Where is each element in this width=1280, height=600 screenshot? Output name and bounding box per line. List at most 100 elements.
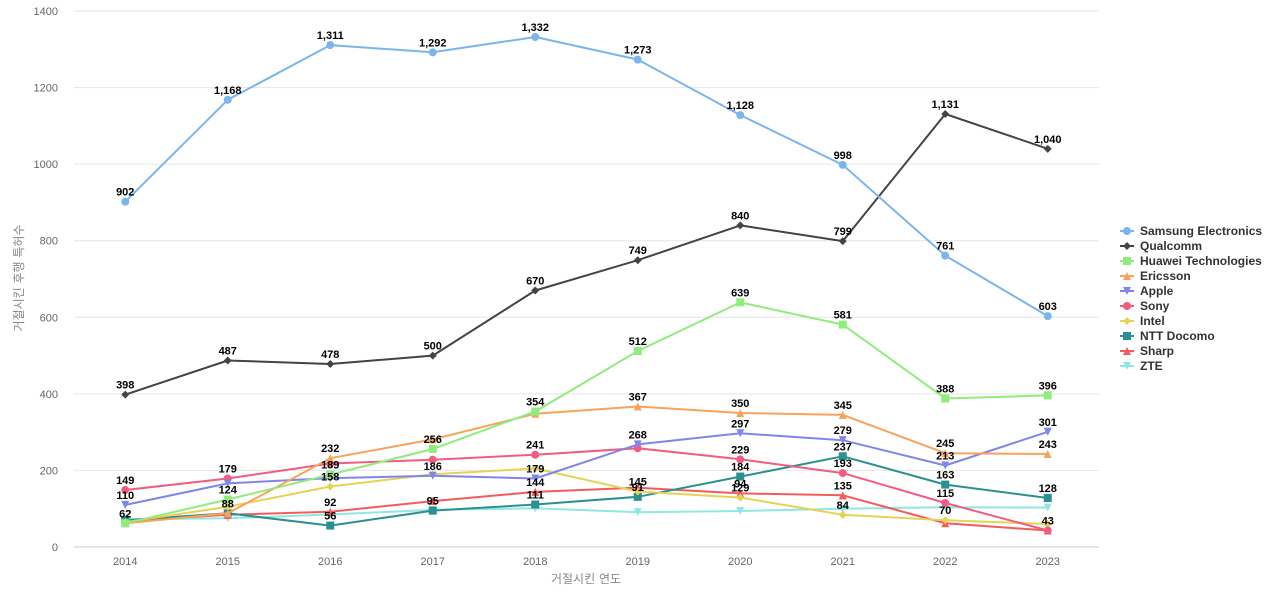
- data-point: [1043, 312, 1052, 321]
- legend-item-samsung-electronics[interactable]: Samsung Electronics: [1120, 224, 1262, 238]
- y-tick-label: 200: [40, 465, 58, 477]
- y-axis: 0 200 400 600 800 1000 1200 1400: [34, 6, 58, 554]
- y-tick-label: 400: [40, 389, 58, 401]
- data-point: [428, 444, 437, 453]
- data-label: 350: [731, 398, 749, 410]
- data-point: [838, 410, 847, 419]
- legend-item-sony[interactable]: Sony: [1120, 299, 1170, 313]
- data-label: 92: [324, 497, 336, 509]
- legend-item-ericsson[interactable]: Ericsson: [1120, 269, 1191, 283]
- legend-marker: [1123, 257, 1131, 265]
- legend-marker: [1123, 272, 1131, 280]
- data-label: 268: [629, 429, 647, 441]
- series-line: [125, 447, 1049, 532]
- legend-marker: [1123, 347, 1131, 355]
- data-point: [941, 461, 950, 470]
- data-point: [1043, 493, 1052, 502]
- data-label: 245: [936, 438, 954, 450]
- data-label: 88: [222, 498, 234, 510]
- legend-item-intel[interactable]: Intel: [1120, 314, 1165, 328]
- data-point: [941, 449, 950, 458]
- data-label: 56: [324, 511, 336, 523]
- legend-marker: [1123, 242, 1131, 250]
- data-point: [1043, 144, 1052, 153]
- data-point: [838, 436, 847, 445]
- data-labels: 902 1,168 1,311 1,292 1,332 1,273 1,128 998 761 6…: [116, 22, 1061, 528]
- data-point: [838, 452, 847, 461]
- data-point: [941, 109, 950, 118]
- legend-item-qualcomm[interactable]: Qualcomm: [1120, 239, 1202, 253]
- data-label: 145: [629, 476, 647, 488]
- series-ericsson: [121, 402, 1052, 528]
- data-point: [736, 221, 745, 230]
- legend-label: Sony: [1140, 299, 1170, 313]
- data-point: [531, 33, 540, 42]
- legend-marker: [1123, 302, 1131, 310]
- data-label: 1,040: [1034, 134, 1062, 146]
- data-point: [736, 111, 745, 120]
- legend-item-huawei-technologies[interactable]: Huawei Technologies: [1120, 254, 1262, 268]
- data-label: 189: [321, 460, 339, 472]
- data-label: 135: [834, 480, 852, 492]
- y-tick-label: 1000: [34, 159, 58, 171]
- data-label: 91: [632, 482, 644, 494]
- data-label: 902: [116, 187, 134, 199]
- data-point: [531, 487, 540, 496]
- data-point: [223, 479, 232, 488]
- legend-item-sharp[interactable]: Sharp: [1120, 344, 1174, 358]
- x-axis-title: 거절시킨 연도: [551, 572, 621, 586]
- data-label: 179: [219, 463, 237, 475]
- data-label: 398: [116, 380, 134, 392]
- data-point: [941, 480, 950, 489]
- data-point: [736, 298, 745, 307]
- data-label: 229: [731, 444, 749, 456]
- data-label: 1,131: [931, 99, 959, 111]
- data-label: 62: [119, 508, 131, 520]
- x-tick-label: 2014: [113, 556, 137, 568]
- data-label: 95: [427, 496, 439, 508]
- data-point: [326, 41, 335, 50]
- data-point: [633, 256, 642, 265]
- data-label: 232: [321, 443, 339, 455]
- x-tick-label: 2019: [626, 556, 650, 568]
- data-label: 110: [116, 490, 134, 502]
- data-point: [428, 455, 437, 464]
- data-point: [428, 471, 437, 480]
- y-tick-label: 1200: [34, 83, 58, 95]
- data-label: 43: [1042, 516, 1054, 528]
- data-point: [736, 489, 745, 498]
- data-label: 354: [526, 396, 545, 408]
- legend-marker: [1123, 317, 1131, 325]
- data-point: [838, 237, 847, 246]
- data-label: 163: [936, 470, 954, 482]
- legend-item-apple[interactable]: Apple: [1120, 284, 1174, 298]
- data-point: [838, 469, 847, 478]
- data-label: 1,273: [624, 45, 652, 57]
- data-point: [326, 454, 335, 463]
- data-point: [633, 346, 642, 355]
- x-tick-label: 2015: [216, 556, 240, 568]
- data-label: 94: [734, 478, 747, 490]
- data-label: 144: [526, 477, 545, 489]
- x-tick-label: 2021: [831, 556, 855, 568]
- data-point: [326, 507, 335, 516]
- series-line: [125, 430, 1049, 506]
- data-point: [428, 48, 437, 57]
- data-label: 1,311: [317, 30, 344, 42]
- data-point: [941, 394, 950, 403]
- x-tick-label: 2022: [933, 556, 957, 568]
- legend-item-zte[interactable]: ZTE: [1120, 359, 1163, 373]
- grid: [74, 10, 1099, 548]
- x-tick-label: 2017: [421, 556, 445, 568]
- legend-label: Sharp: [1140, 344, 1174, 358]
- data-label: 128: [1039, 483, 1057, 495]
- series-qualcomm: [121, 109, 1052, 399]
- data-point: [1043, 449, 1052, 458]
- data-point: [736, 409, 745, 417]
- data-point: [121, 390, 130, 399]
- legend-item-ntt-docomo[interactable]: NTT Docomo: [1120, 329, 1215, 343]
- data-point: [1043, 391, 1052, 400]
- data-point: [633, 55, 642, 64]
- data-label: 193: [834, 458, 852, 470]
